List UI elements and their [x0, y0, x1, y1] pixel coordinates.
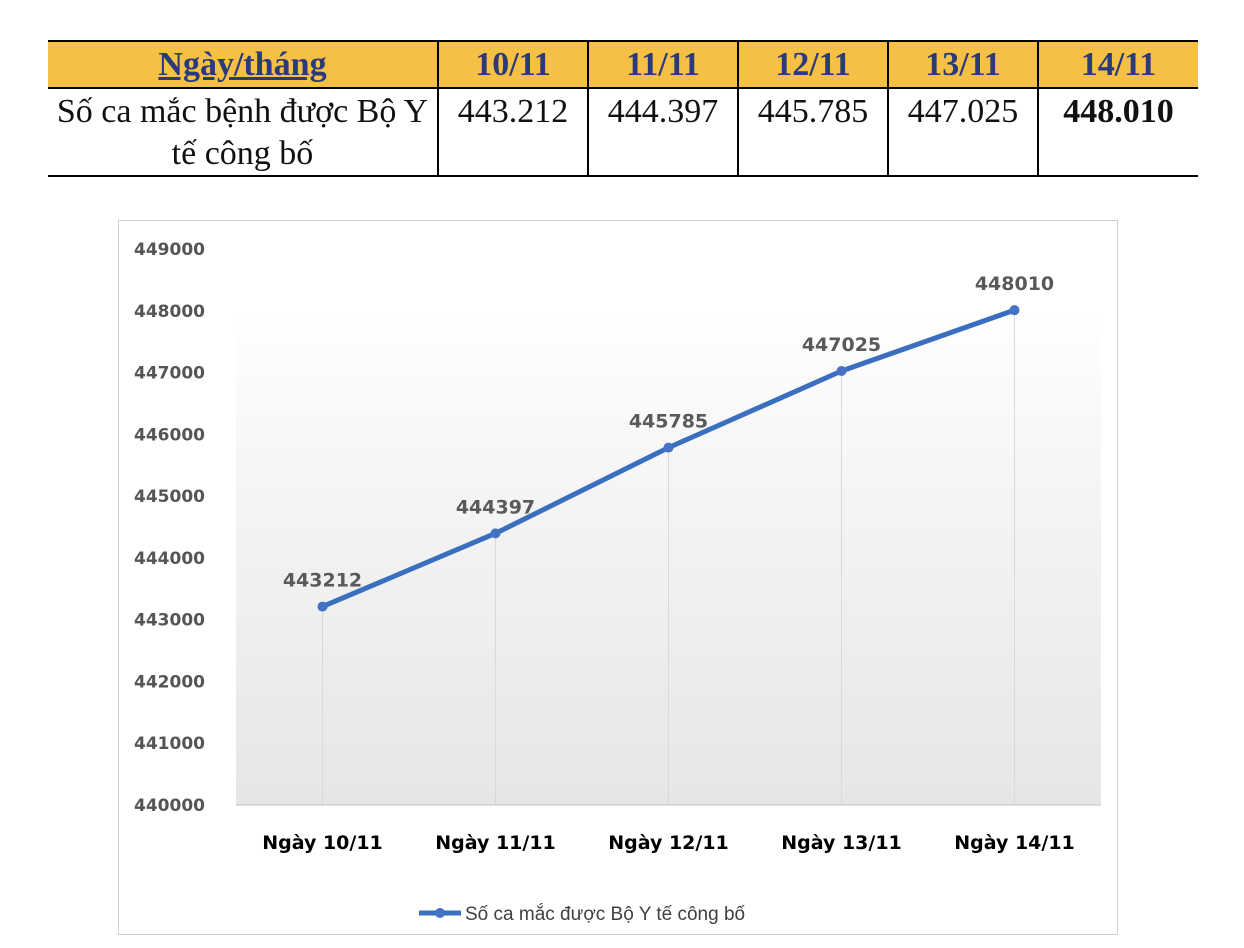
data-label: 443212 — [283, 570, 362, 592]
header-date: 14/11 — [1037, 40, 1198, 89]
header-date: 10/11 — [437, 40, 589, 89]
legend-label: Số ca mắc được Bộ Y tế công bố — [465, 903, 746, 925]
y-tick-label: 443000 — [134, 611, 205, 631]
y-tick-label: 444000 — [134, 549, 205, 569]
data-label: 445785 — [629, 411, 708, 433]
y-tick-label: 449000 — [134, 240, 205, 260]
cases-table: Ngày/tháng 10/11 11/11 12/11 13/11 14/11… — [48, 40, 1198, 177]
table-cell-latest: 448.010 — [1037, 87, 1198, 177]
data-label: 444397 — [456, 496, 535, 518]
table-cell: 445.785 — [737, 87, 889, 177]
line-chart: 440000 441000 442000 443000 444000 445000 4460… — [118, 220, 1118, 935]
data-point — [1009, 305, 1020, 316]
header-label: Ngày/tháng — [48, 40, 439, 89]
data-point — [836, 366, 847, 377]
table-header-row: Ngày/tháng 10/11 11/11 12/11 13/11 14/11 — [48, 40, 1198, 89]
header-date: 11/11 — [587, 40, 739, 89]
row-label: Số ca mắc bệnh được Bộ Y tế công bố — [48, 87, 439, 177]
table-cell: 447.025 — [887, 87, 1039, 177]
y-tick-label: 447000 — [134, 364, 205, 384]
y-tick-label: 441000 — [134, 734, 205, 754]
table-cell: 444.397 — [587, 87, 739, 177]
x-tick-label: Ngày 10/11 — [262, 832, 383, 854]
header-date: 13/11 — [887, 40, 1039, 89]
y-tick-label: 448000 — [134, 302, 205, 322]
data-point — [663, 442, 674, 453]
y-tick-label: 446000 — [134, 425, 205, 445]
chart-canvas: 440000 441000 442000 443000 444000 445000 4460… — [134, 240, 1101, 925]
header-date: 12/11 — [737, 40, 889, 89]
data-point — [490, 528, 501, 539]
x-tick-label: Ngày 11/11 — [435, 832, 556, 854]
legend: Số ca mắc được Bộ Y tế công bố — [419, 903, 746, 925]
y-tick-label: 440000 — [134, 796, 205, 816]
y-tick-label: 442000 — [134, 672, 205, 692]
data-point — [317, 601, 328, 612]
data-label: 448010 — [975, 273, 1054, 295]
legend-marker — [435, 908, 445, 918]
x-tick-label: Ngày 12/11 — [608, 832, 729, 854]
y-tick-label: 445000 — [134, 487, 205, 507]
x-tick-label: Ngày 14/11 — [954, 832, 1075, 854]
table-cell: 443.212 — [437, 87, 589, 177]
data-label: 447025 — [802, 334, 881, 356]
x-tick-label: Ngày 13/11 — [781, 832, 902, 854]
table-row: Số ca mắc bệnh được Bộ Y tế công bố 443.… — [48, 87, 1198, 177]
